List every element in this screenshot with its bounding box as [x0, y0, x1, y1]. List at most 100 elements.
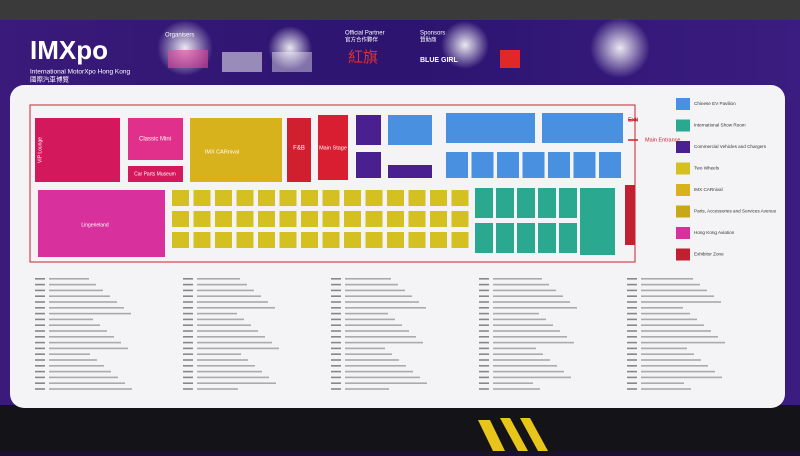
directory-line — [35, 283, 45, 286]
directory-line — [627, 341, 637, 344]
directory-line — [197, 376, 269, 379]
booth — [496, 223, 514, 253]
directory-line — [627, 353, 637, 355]
directory-line — [627, 312, 637, 315]
booth — [301, 232, 318, 248]
directory-line — [493, 289, 556, 292]
zone — [356, 152, 381, 178]
booth — [236, 232, 254, 248]
directory-line — [183, 359, 193, 361]
directory-line — [641, 341, 725, 344]
directory-line — [493, 312, 539, 315]
zone-label: F&B — [293, 146, 305, 152]
zone — [35, 118, 120, 182]
directory-line — [49, 295, 110, 297]
directory-line — [197, 312, 237, 315]
legend-label: Chinese EV Pavilion — [694, 101, 736, 106]
directory-line — [49, 301, 117, 303]
directory-line — [197, 295, 261, 297]
booth — [279, 211, 297, 227]
logo-chinese: 國際汽車博覽 — [30, 75, 70, 84]
zone — [128, 118, 183, 160]
directory-line — [479, 388, 489, 390]
directory-line — [345, 365, 406, 367]
directory-line — [35, 376, 45, 379]
directory-line — [197, 347, 279, 350]
directory-line — [331, 353, 341, 355]
directory-line — [493, 324, 553, 326]
directory-line — [183, 353, 193, 355]
zone — [356, 115, 381, 145]
directory-line — [331, 382, 341, 384]
directory-line — [627, 330, 637, 332]
directory-line — [331, 359, 341, 361]
directory-line — [35, 318, 45, 321]
zone-label: Main Stage — [319, 145, 347, 151]
directory-line — [197, 307, 275, 309]
floor — [0, 405, 800, 451]
directory-line — [345, 289, 405, 292]
directory-line — [627, 376, 637, 379]
floor-stripes — [478, 418, 548, 451]
zone-label: Lingerieland — [81, 222, 108, 228]
directory-line — [641, 307, 683, 309]
booth — [344, 211, 361, 227]
directory-line — [345, 318, 395, 321]
directory-line — [627, 278, 637, 280]
directory-line — [493, 336, 567, 338]
booth — [387, 232, 404, 248]
directory-line — [345, 278, 391, 280]
directory-line — [479, 353, 489, 355]
sponsor-logo — [500, 50, 520, 68]
directory-line — [493, 347, 536, 350]
directory-line — [331, 307, 341, 309]
directory-line — [479, 370, 489, 373]
directory-line — [35, 382, 45, 384]
directory-line — [627, 307, 637, 309]
directory-line — [627, 318, 637, 321]
zone-label: VIP Lounge — [37, 137, 43, 163]
legend-swatch — [676, 119, 690, 132]
booth — [365, 190, 383, 206]
directory-line — [627, 336, 637, 338]
directory-line — [49, 330, 107, 332]
directory-line — [345, 388, 389, 390]
directory-line — [331, 278, 341, 280]
directory-line — [197, 330, 258, 332]
directory-line — [331, 289, 341, 292]
directory-line — [493, 283, 549, 286]
booth — [430, 190, 447, 206]
booth — [599, 152, 621, 178]
booth — [215, 211, 232, 227]
directory-line — [35, 324, 45, 326]
directory-line — [479, 307, 489, 309]
directory-line — [345, 359, 399, 361]
zone — [388, 115, 432, 145]
directory-line — [183, 278, 193, 280]
directory-line — [35, 336, 45, 338]
directory-line — [345, 295, 412, 297]
directory-line — [35, 370, 45, 373]
legend-label: International Show Room — [694, 123, 746, 128]
directory-line — [49, 283, 96, 286]
directory-line — [345, 353, 392, 355]
directory-line — [345, 370, 413, 373]
directory-line — [493, 382, 533, 384]
directory-line — [479, 341, 489, 344]
directory-line — [183, 307, 193, 309]
directory-line — [35, 307, 45, 309]
booth — [279, 190, 297, 206]
directory-line — [345, 330, 409, 332]
directory-line — [493, 278, 542, 280]
booth — [193, 232, 211, 248]
directory-line — [331, 283, 341, 286]
official-partner-cn: 官方合作夥伴 — [345, 35, 379, 43]
directory-line — [35, 295, 45, 297]
directory-line — [49, 353, 90, 355]
booth — [344, 232, 361, 248]
directory-line — [183, 347, 193, 350]
directory-line — [493, 341, 574, 344]
directory-line — [197, 365, 255, 367]
booth — [408, 190, 426, 206]
